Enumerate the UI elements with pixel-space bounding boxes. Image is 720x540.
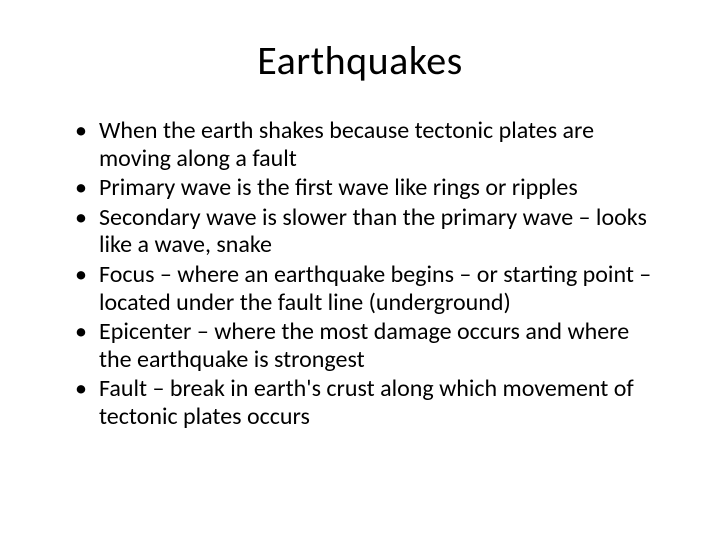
bullet-list: When the earth shakes because tectonic p… xyxy=(55,117,665,431)
list-item: Primary wave is the first wave like ring… xyxy=(75,174,665,202)
slide-title: Earthquakes xyxy=(55,36,665,85)
list-item: Fault – break in earth's crust along whi… xyxy=(75,375,665,430)
slide-container: Earthquakes When the earth shakes becaus… xyxy=(0,0,720,540)
list-item: Secondary wave is slower than the primar… xyxy=(75,204,665,259)
list-item: Epicenter – where the most damage occurs… xyxy=(75,318,665,373)
list-item: When the earth shakes because tectonic p… xyxy=(75,117,665,172)
list-item: Focus – where an earthquake begins – or … xyxy=(75,261,665,316)
